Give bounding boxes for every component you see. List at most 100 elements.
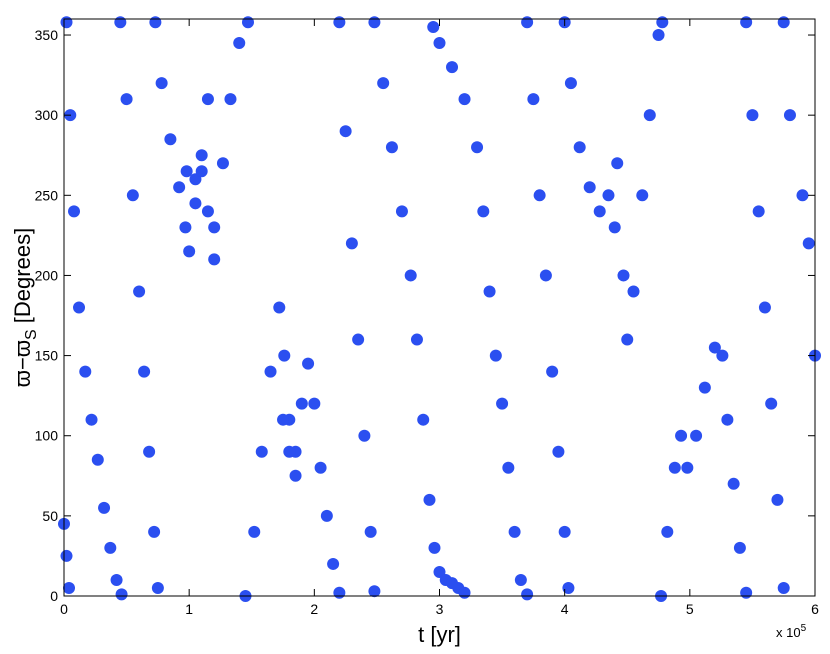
point bbox=[698, 381, 711, 394]
point bbox=[302, 357, 315, 370]
point bbox=[483, 285, 496, 298]
point bbox=[173, 181, 186, 194]
point bbox=[395, 205, 408, 218]
point bbox=[533, 189, 546, 202]
point bbox=[433, 37, 446, 50]
y-tick-label: 250 bbox=[35, 187, 59, 203]
point bbox=[183, 245, 196, 258]
point bbox=[514, 573, 527, 586]
point bbox=[148, 525, 161, 538]
point bbox=[777, 581, 790, 594]
point bbox=[428, 541, 441, 554]
point bbox=[283, 445, 296, 458]
point bbox=[241, 16, 254, 29]
point bbox=[608, 221, 621, 234]
point bbox=[208, 221, 221, 234]
point bbox=[264, 365, 277, 378]
point bbox=[562, 581, 575, 594]
point bbox=[138, 365, 151, 378]
point bbox=[765, 397, 778, 410]
y-tick-label: 350 bbox=[35, 27, 59, 43]
point bbox=[458, 93, 471, 106]
point bbox=[155, 77, 168, 90]
point bbox=[427, 21, 440, 34]
point bbox=[63, 581, 76, 594]
point bbox=[73, 301, 86, 314]
point bbox=[471, 141, 484, 154]
point bbox=[91, 453, 104, 466]
point bbox=[151, 581, 164, 594]
point bbox=[708, 341, 721, 354]
x-multiplier-exp: 5 bbox=[801, 623, 807, 634]
point bbox=[179, 221, 192, 234]
y-axis-label-rest: [Degrees] bbox=[10, 228, 35, 330]
point bbox=[277, 413, 290, 426]
point bbox=[593, 205, 606, 218]
point bbox=[621, 333, 634, 346]
point bbox=[216, 157, 229, 170]
point bbox=[255, 445, 268, 458]
point bbox=[85, 413, 98, 426]
point bbox=[758, 301, 771, 314]
point bbox=[740, 586, 753, 599]
point bbox=[643, 109, 656, 122]
point bbox=[668, 461, 681, 474]
point bbox=[358, 429, 371, 442]
point bbox=[327, 557, 340, 570]
point bbox=[423, 493, 436, 506]
point bbox=[546, 365, 559, 378]
point bbox=[208, 253, 221, 266]
point bbox=[126, 189, 139, 202]
point bbox=[68, 205, 81, 218]
point bbox=[489, 349, 502, 362]
point bbox=[60, 549, 73, 562]
point bbox=[573, 141, 586, 154]
point bbox=[771, 493, 784, 506]
point bbox=[802, 237, 815, 250]
point bbox=[110, 573, 123, 586]
point bbox=[796, 189, 809, 202]
point bbox=[496, 397, 509, 410]
point bbox=[273, 301, 286, 314]
point bbox=[521, 16, 534, 29]
point bbox=[364, 525, 377, 538]
point bbox=[115, 588, 128, 601]
point bbox=[602, 189, 615, 202]
point bbox=[180, 165, 193, 178]
point bbox=[248, 525, 261, 538]
point bbox=[527, 93, 540, 106]
point bbox=[552, 445, 565, 458]
point bbox=[345, 237, 358, 250]
point bbox=[120, 93, 133, 106]
point bbox=[189, 197, 202, 210]
point bbox=[278, 349, 291, 362]
point bbox=[564, 77, 577, 90]
y-tick-label: 100 bbox=[35, 428, 59, 444]
point bbox=[339, 125, 352, 138]
y-axis-label-main: ϖ−ϖ bbox=[10, 340, 35, 387]
point bbox=[558, 525, 571, 538]
point bbox=[164, 133, 177, 146]
point bbox=[611, 157, 624, 170]
point bbox=[368, 585, 381, 598]
point bbox=[377, 77, 390, 90]
point bbox=[675, 429, 688, 442]
point bbox=[752, 205, 765, 218]
point bbox=[385, 141, 398, 154]
point bbox=[224, 93, 237, 106]
y-tick-label: 200 bbox=[35, 267, 59, 283]
x-tick-label: 2 bbox=[310, 601, 318, 617]
point bbox=[114, 16, 127, 29]
point bbox=[777, 16, 790, 29]
point bbox=[627, 285, 640, 298]
point bbox=[308, 397, 321, 410]
point bbox=[410, 333, 423, 346]
x-tick-label: 5 bbox=[686, 601, 694, 617]
point bbox=[681, 461, 694, 474]
point bbox=[289, 469, 302, 482]
x-tick-label: 0 bbox=[60, 601, 68, 617]
point bbox=[195, 149, 208, 162]
point bbox=[143, 445, 156, 458]
point bbox=[314, 461, 327, 474]
